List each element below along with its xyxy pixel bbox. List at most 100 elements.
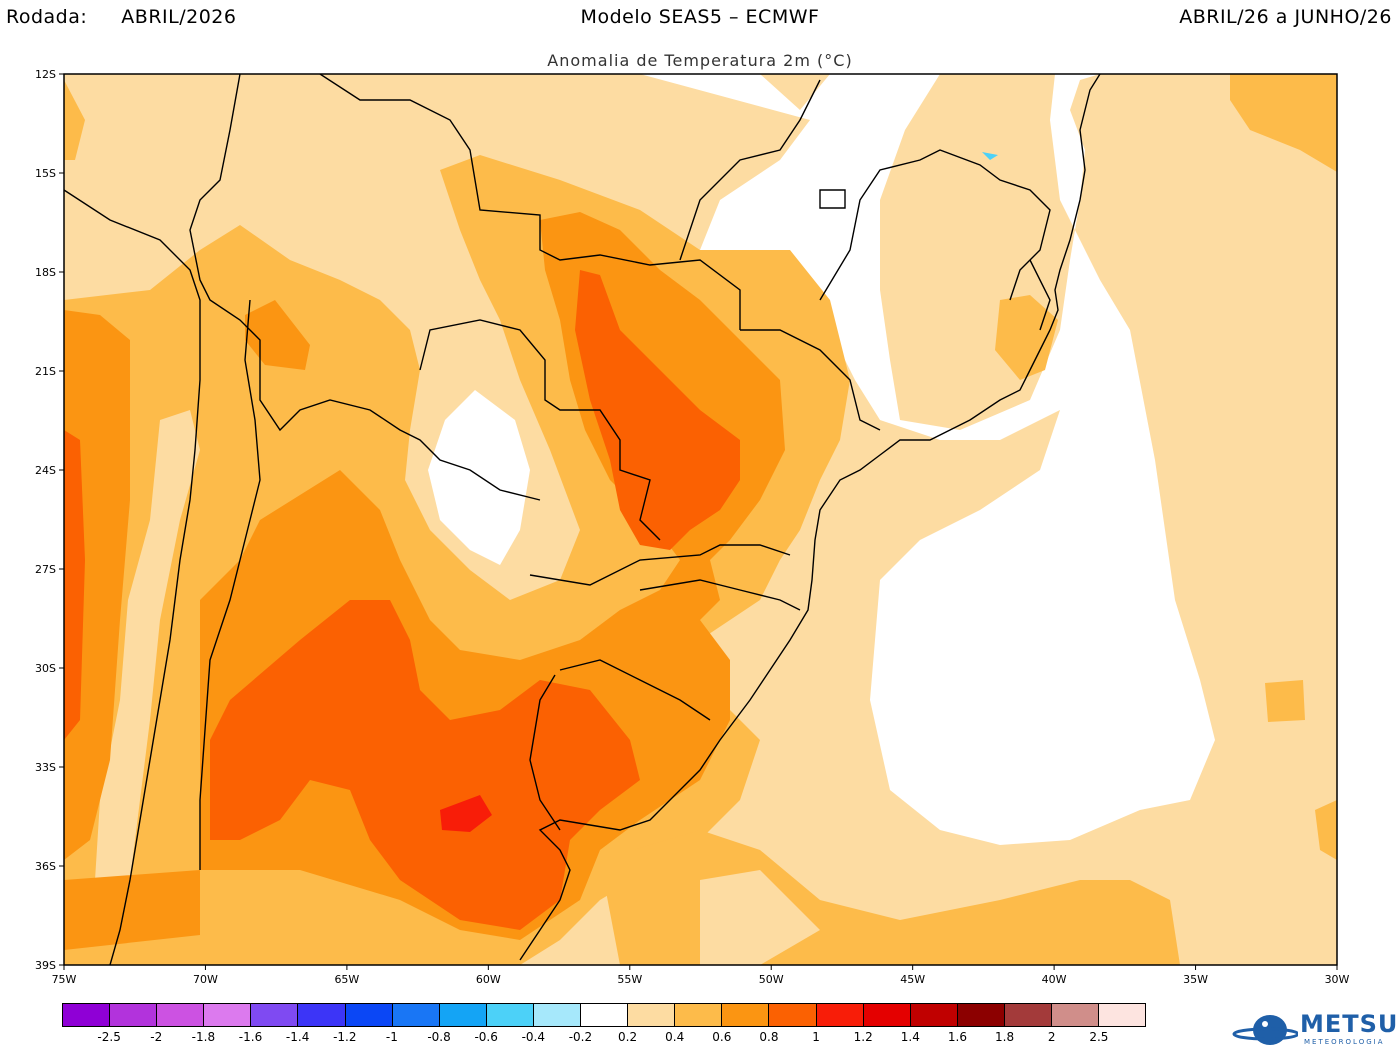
color-scale-tick-label: -0.8	[427, 1030, 451, 1044]
level-0.2-0.4-andes	[95, 410, 200, 905]
logo-brand: METSUL	[1300, 1010, 1400, 1038]
color-scale-tick-label: 2.5	[1089, 1030, 1109, 1044]
cool-spot	[982, 152, 998, 160]
color-scale-tick-label: 1.8	[995, 1030, 1015, 1044]
lat-label: 24S	[35, 464, 56, 477]
lon-label: 50W	[759, 973, 784, 986]
lon-label: 55W	[617, 973, 642, 986]
color-scale-tick-label: -1.6	[238, 1030, 263, 1044]
lat-label: 39S	[35, 959, 56, 972]
color-scale-tick-label: -1	[385, 1030, 398, 1044]
run-value: ABRIL/2026	[121, 6, 237, 28]
color-scale-cell	[863, 1004, 911, 1026]
color-scale-cell	[63, 1004, 111, 1026]
color-scale-tick-label: 0.6	[712, 1030, 732, 1044]
color-scale-cell	[157, 1004, 205, 1026]
lat-label: 18S	[35, 266, 56, 279]
level-0.8-1-west-edge	[64, 430, 85, 740]
lon-label: 75W	[52, 973, 77, 986]
lon-label: 30W	[1325, 973, 1350, 986]
border-argentina-chile	[199, 299, 261, 870]
lat-label: 33S	[35, 761, 56, 774]
color-scale-cell	[298, 1004, 346, 1026]
color-scale-tick-label: 1.6	[947, 1030, 968, 1044]
latitude-axis: 12S 15S 18S 21S 24S 27S 30S 33S 36S 39S	[35, 68, 64, 972]
color-scale-tick-label: 2	[1047, 1030, 1056, 1044]
color-scale-cell	[1004, 1004, 1052, 1026]
level-0.6-0.8-west	[64, 310, 130, 860]
color-scale-cell	[486, 1004, 534, 1026]
color-scale-tick-label: 1	[812, 1030, 820, 1044]
color-scale-cell	[910, 1004, 958, 1026]
neutral-area-paraguay	[428, 390, 530, 565]
color-scale-cell	[957, 1004, 1005, 1026]
level-0.4-0.6-east-coast	[995, 295, 1058, 380]
border-argentina-uruguay	[529, 674, 561, 831]
lat-label: 15S	[35, 167, 56, 180]
color-scale-cell	[439, 1004, 487, 1026]
level-0.6-0.8-bolivia	[245, 300, 310, 370]
border-peru-chile	[64, 189, 201, 965]
lat-label: 12S	[35, 68, 56, 81]
color-scale-tick-label: -1.2	[333, 1030, 357, 1044]
border-es	[1029, 259, 1051, 331]
color-scale-cell	[1051, 1004, 1100, 1026]
color-scale-tick-label: -2.5	[97, 1030, 121, 1044]
plot-frame	[63, 73, 1338, 966]
color-scale-tick-label: -0.6	[474, 1030, 498, 1044]
color-scale-cell	[769, 1004, 817, 1026]
color-scale-tick-label: -1.8	[191, 1030, 216, 1044]
color-scale-tick-label: -0.2	[568, 1030, 593, 1044]
longitude-axis: 75W 70W 65W 60W 55W 50W 45W 40W 35W 30W	[52, 965, 1350, 986]
lat-label: 36S	[35, 860, 56, 873]
color-scale-cell	[533, 1004, 582, 1026]
color-scale-tick-label: -1.4	[285, 1030, 310, 1044]
lat-label: 27S	[35, 563, 56, 576]
color-scale-cell	[628, 1004, 676, 1026]
level-0.4-0.6-ne-corner	[1230, 74, 1337, 172]
logo-subtitle: METEOROLOGIA	[1304, 1038, 1385, 1046]
run-label: Rodada:	[6, 6, 88, 28]
color-scale-cell	[816, 1004, 864, 1026]
lat-label: 21S	[35, 365, 56, 378]
level-0.4-0.6-atlantic	[1265, 680, 1305, 722]
coastline-atlantic	[519, 74, 1101, 961]
anomaly-map: 12S 15S 18S 21S 24S 27S 30S 33S 36S 39S 75W 70W 65W…	[35, 68, 1350, 986]
color-scale-tick-label: -0.4	[521, 1030, 546, 1044]
border-df	[819, 189, 846, 209]
level-1-1.2-core	[440, 795, 492, 832]
level-0.4-0.6-se-corner	[1315, 800, 1337, 860]
globe-icon	[1232, 1015, 1298, 1045]
anomaly-field	[64, 74, 1337, 965]
color-scale-cell	[1099, 1004, 1146, 1026]
level-0.8-1-south	[210, 600, 640, 930]
level-0.8-1-interior	[575, 270, 740, 550]
forecast-period: ABRIL/26 a JUNHO/26	[1179, 6, 1392, 28]
color-scale-tick-label: -2	[150, 1030, 163, 1044]
color-scale-cell	[392, 1004, 440, 1026]
border-go-mg	[819, 149, 1051, 301]
color-scale-cell	[204, 1004, 252, 1026]
color-scale-cell	[345, 1004, 393, 1026]
color-scale-cell	[722, 1004, 770, 1026]
color-scale-cell	[581, 1004, 629, 1026]
color-scale-tick-label: 1.2	[853, 1030, 873, 1044]
lon-label: 40W	[1042, 973, 1067, 986]
border-bahia-mg	[679, 79, 821, 261]
border-rs-sc	[639, 579, 801, 611]
map-subtitle: Anomalia de Temperatura 2m (°C)	[547, 51, 853, 70]
lon-label: 60W	[476, 973, 501, 986]
border-brazil-bolivia	[319, 74, 741, 330]
model-title: Modelo SEAS5 – ECMWF	[580, 6, 820, 28]
color-scale-tick-label: 0.4	[665, 1030, 685, 1044]
border-brazil-uruguay	[529, 544, 791, 586]
border-paraguay	[419, 319, 661, 541]
metsul-logo: METSUL METEOROLOGIA	[1232, 1008, 1400, 1048]
level-0.4-0.6-northwest	[64, 80, 85, 160]
color-scale-cell	[110, 1004, 158, 1026]
lon-label: 35W	[1183, 973, 1208, 986]
border-states-east	[740, 329, 881, 431]
lat-label: 30S	[35, 662, 56, 675]
level-0.2-0.4-south	[700, 870, 820, 965]
run-info: Rodada: ABRIL/2026	[6, 6, 236, 28]
